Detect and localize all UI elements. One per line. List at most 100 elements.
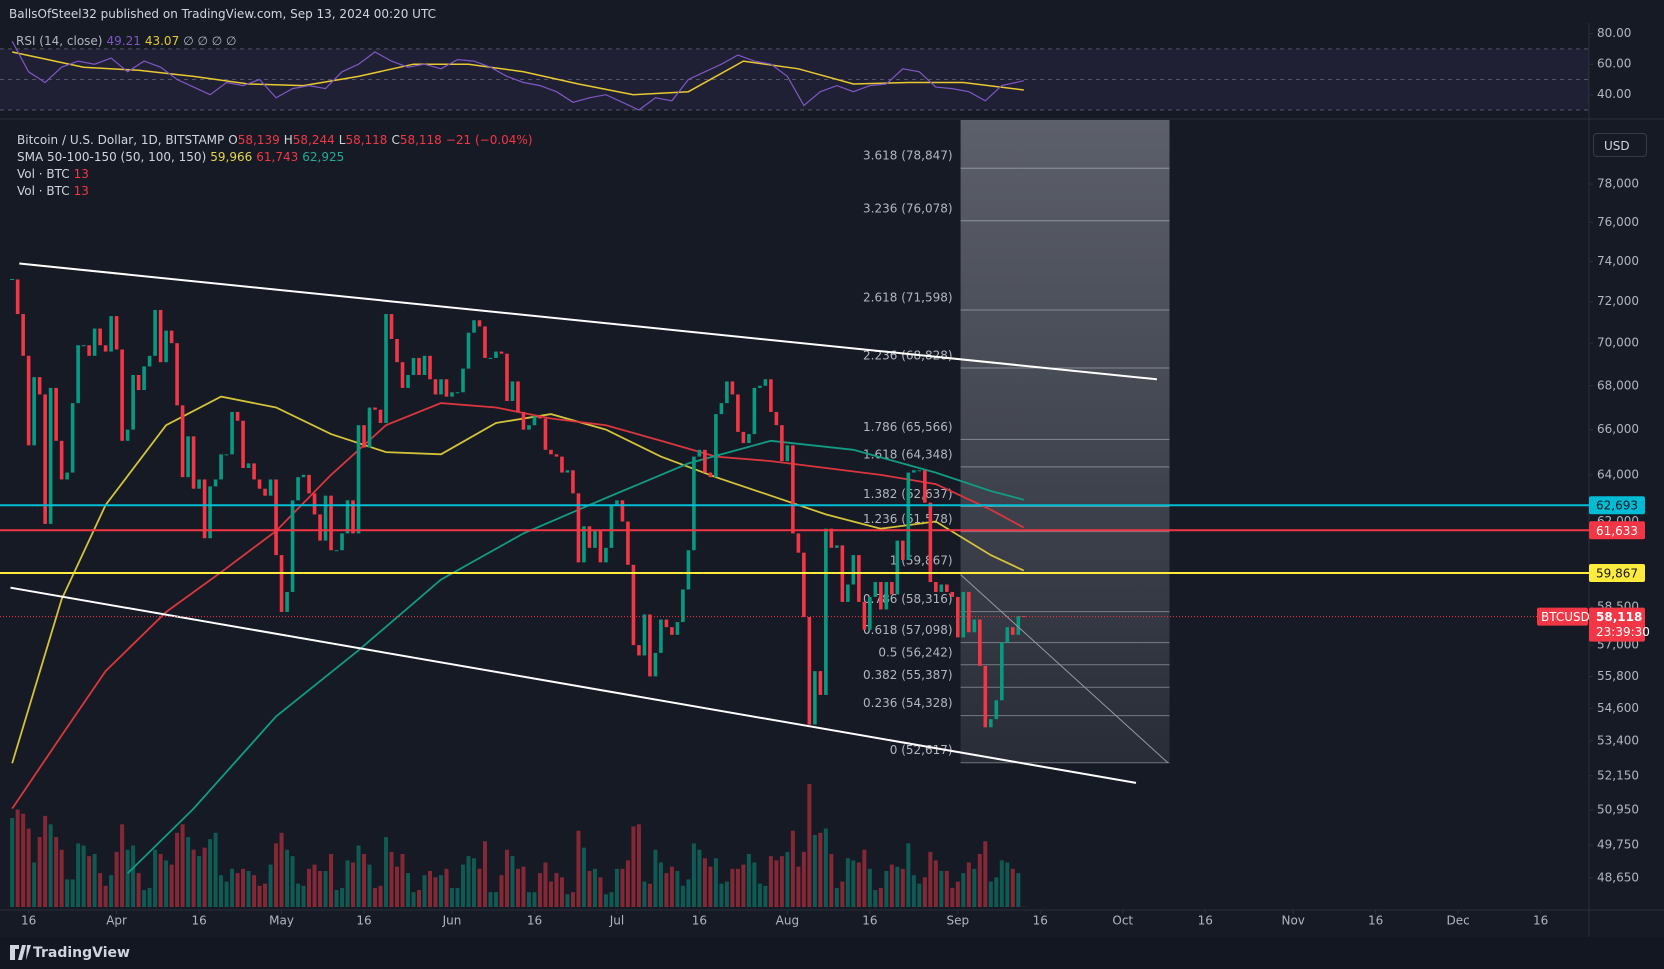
candle	[285, 591, 289, 612]
candle	[329, 495, 333, 551]
volume-bar	[603, 894, 608, 907]
candle	[675, 622, 680, 635]
candle	[615, 500, 619, 506]
candle	[87, 345, 91, 356]
candle	[323, 495, 328, 541]
candle	[560, 456, 564, 473]
candle	[725, 381, 729, 404]
volume-bar	[587, 870, 592, 907]
volume-bar	[26, 828, 31, 907]
volume-bar	[345, 860, 350, 907]
volume-bar	[263, 883, 268, 907]
candle	[972, 619, 977, 633]
candle	[796, 533, 801, 553]
candle	[527, 425, 531, 430]
last-price-tag	[1589, 607, 1645, 642]
volume-bar	[719, 883, 724, 907]
volume-bar	[428, 870, 433, 907]
y-tick-label: 53,400	[1597, 734, 1639, 748]
volume-bar	[373, 887, 378, 907]
volume-bar	[785, 851, 790, 907]
volume-bar	[131, 845, 136, 907]
candle	[98, 328, 102, 346]
footer-bar	[0, 937, 1664, 969]
candle	[296, 477, 300, 501]
candle	[65, 472, 69, 480]
volume-bar	[488, 892, 493, 907]
volume-bar	[493, 892, 498, 907]
candle	[257, 479, 262, 489]
volume-bar	[1010, 868, 1015, 907]
volume-bar	[812, 834, 817, 907]
candle	[213, 479, 218, 487]
candle	[994, 700, 999, 720]
candle	[472, 320, 476, 333]
fib-label: 1.618 (64,348)	[863, 447, 953, 461]
volume-bar	[334, 890, 339, 907]
vol-value: 13	[73, 184, 89, 198]
candle	[59, 440, 64, 480]
y-tick-label: 72,000	[1597, 294, 1639, 308]
volume-bar	[845, 858, 850, 907]
candle	[516, 381, 520, 412]
volume-bar	[625, 860, 630, 907]
vol-value: 13	[73, 167, 89, 181]
candle	[439, 379, 443, 395]
volume-bar	[570, 892, 575, 907]
volume-bar	[197, 856, 202, 907]
candle	[428, 355, 432, 380]
trendline	[10, 586, 1137, 784]
sma-legend: SMA 50-100-150 (50, 100, 150) 59,966 61,74…	[17, 149, 348, 165]
volume-bar	[900, 868, 905, 907]
x-tick-label: 16	[1533, 914, 1548, 928]
volume-bar	[252, 875, 257, 907]
x-tick-label: 16	[1368, 914, 1383, 928]
price-tag-label: 59,867	[1596, 566, 1638, 580]
candle	[697, 449, 702, 457]
volume-bar	[873, 890, 878, 907]
volume-bar	[922, 877, 927, 907]
y-tick-label: 70,000	[1597, 336, 1639, 350]
volume-bar	[1016, 873, 1021, 907]
volume-bar	[691, 843, 696, 907]
volume-bar	[81, 845, 86, 907]
volume-bar	[680, 885, 685, 907]
candle	[576, 493, 581, 563]
volume-bar	[774, 860, 779, 907]
y-tick-label: 48,650	[1597, 870, 1639, 884]
candle	[785, 445, 790, 462]
candle	[961, 591, 966, 638]
candle	[791, 445, 795, 534]
x-tick-label: 16	[692, 914, 707, 928]
candle	[758, 385, 762, 388]
candle	[499, 351, 504, 354]
candle	[235, 411, 240, 421]
candle	[494, 351, 498, 358]
candle	[54, 387, 58, 441]
volume-bar	[614, 868, 619, 907]
volume-bar	[136, 873, 141, 907]
volume-bar	[939, 870, 944, 907]
y-tick-label: 68,000	[1597, 378, 1639, 392]
x-tick-label: Dec	[1447, 914, 1470, 928]
volume-bar	[884, 870, 889, 907]
candle	[197, 479, 201, 489]
volume-bar	[581, 847, 586, 907]
fib-label: 1 (59,867)	[890, 553, 953, 567]
volume-bar	[65, 879, 70, 907]
volume-bar	[202, 847, 207, 907]
volume-bar	[741, 864, 746, 907]
vol-legend: Vol · BTC 13	[17, 183, 93, 199]
volume-bar	[114, 851, 119, 907]
candle	[37, 377, 42, 395]
candle	[488, 357, 493, 359]
rsi-ma-line	[12, 51, 1024, 96]
currency-button[interactable]: USD	[1593, 133, 1647, 157]
volume-bar	[351, 862, 356, 907]
volume-bar	[70, 879, 75, 907]
volume-bar	[340, 887, 345, 907]
volume-bar	[636, 824, 641, 907]
volume-bar	[724, 881, 729, 907]
volume-bar	[406, 873, 411, 907]
